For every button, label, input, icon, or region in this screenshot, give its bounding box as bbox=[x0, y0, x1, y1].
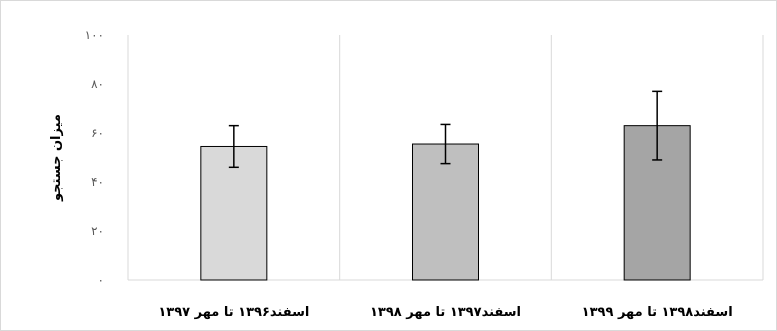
bars bbox=[200, 125, 691, 281]
category-label: اسفند۱۳۹۷ تا مهر ۱۳۹۸ bbox=[370, 305, 521, 320]
y-tick-label: ۴۰ bbox=[91, 175, 104, 189]
error-bars bbox=[228, 90, 663, 169]
y-axis-title: میزان جستجو bbox=[49, 114, 64, 202]
category-labels: اسفند۱۳۹۶ تا مهر ۱۳۹۷ اسفند۱۳۹۷ تا مهر ۱۳… bbox=[158, 305, 732, 320]
category-label: اسفند۱۳۹۶ تا مهر ۱۳۹۷ bbox=[158, 305, 309, 320]
bar bbox=[200, 145, 268, 281]
category-label: اسفند۱۳۹۸ تا مهر ۱۳۹۹ bbox=[582, 305, 733, 320]
y-tick-label: ۸۰ bbox=[91, 77, 104, 91]
y-tick-label: ۶۰ bbox=[91, 126, 104, 140]
bar bbox=[412, 143, 479, 281]
y-tick-label: ۲۰ bbox=[91, 224, 104, 238]
y-tick-labels: ۰ ۲۰ ۴۰ ۶۰ ۸۰ ۱۰۰ bbox=[85, 28, 104, 287]
y-tick-label: ۰ bbox=[98, 273, 104, 287]
y-tick-label: ۱۰۰ bbox=[85, 28, 104, 42]
